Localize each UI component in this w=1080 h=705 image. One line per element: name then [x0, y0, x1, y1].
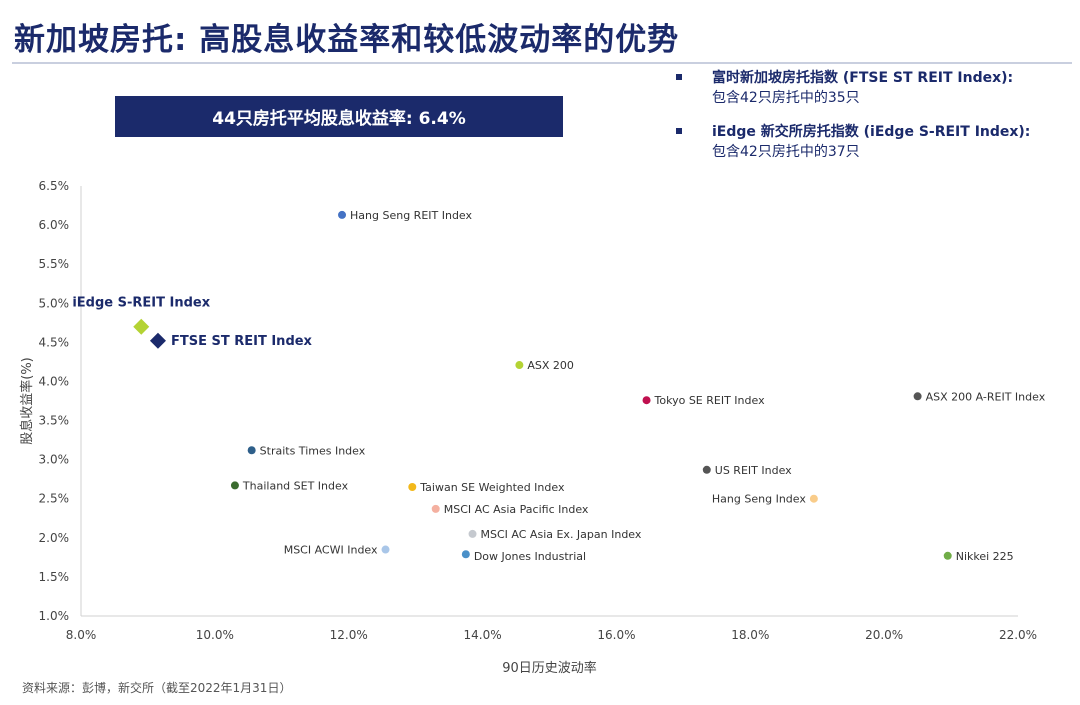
y-tick-label: 1.5%: [39, 570, 70, 584]
y-tick-label: 4.0%: [39, 374, 70, 388]
note-iedge: iEdge 新交所房托指数 (iEdge S-REIT Index): 包含42…: [676, 122, 1076, 162]
data-point: [247, 446, 256, 455]
y-tick-label: 2.5%: [39, 492, 70, 506]
x-tick-label: 12.0%: [330, 628, 368, 642]
x-tick-label: 8.0%: [66, 628, 97, 642]
note-ftse-title: 富时新加坡房托指数 (FTSE ST REIT Index):: [712, 70, 1014, 86]
x-tick-label: 10.0%: [196, 628, 234, 642]
data-point-label: ASX 200 A-REIT Index: [926, 390, 1046, 403]
note-ftse-detail: 包含42只房托中的35只: [712, 90, 860, 106]
y-axis-title: 股息收益率(%): [19, 357, 35, 445]
average-yield-banner: 44只房托平均股息收益率: 6.4%: [115, 96, 563, 137]
data-point-label: Dow Jones Industrial: [474, 550, 586, 563]
data-point: [461, 550, 470, 559]
data-point-label: Nikkei 225: [956, 550, 1014, 563]
bullet-square-icon: [676, 128, 682, 134]
y-tick-label: 2.0%: [39, 531, 70, 545]
y-tick-label: 4.5%: [39, 335, 70, 349]
y-tick-label: 3.0%: [39, 453, 70, 467]
data-point-label: Hang Seng Index: [712, 493, 806, 506]
y-tick-label: 1.0%: [39, 609, 70, 623]
y-tick-label: 3.5%: [39, 414, 70, 428]
data-point: [809, 494, 818, 503]
data-point-diamond: [133, 318, 150, 335]
data-point-label: FTSE ST REIT Index: [171, 334, 313, 349]
note-ftse: 富时新加坡房托指数 (FTSE ST REIT Index): 包含42只房托中…: [676, 68, 1076, 108]
bullet-square-icon: [676, 74, 682, 80]
x-tick-label: 14.0%: [464, 628, 502, 642]
data-point: [943, 551, 952, 560]
x-tick-label: 20.0%: [865, 628, 903, 642]
data-point: [408, 483, 417, 491]
data-point-label: MSCI AC Asia Ex. Japan Index: [481, 528, 642, 541]
data-point: [468, 529, 477, 538]
data-point-label: US REIT Index: [715, 464, 792, 477]
data-point: [431, 504, 440, 513]
data-point-label: Taiwan SE Weighted Index: [419, 481, 565, 494]
index-notes: 富时新加坡房托指数 (FTSE ST REIT Index): 包含42只房托中…: [676, 68, 1076, 176]
data-point-label: Tokyo SE REIT Index: [654, 394, 766, 407]
data-point: [230, 481, 239, 490]
source-note: 资料来源：彭博，新交所（截至2022年1月31日）: [22, 681, 292, 695]
y-tick-label: 5.0%: [39, 296, 70, 310]
data-point: [381, 545, 390, 554]
title-divider: [12, 62, 1072, 64]
x-axis-title: 90日历史波动率: [502, 660, 597, 676]
data-point: [642, 396, 651, 405]
data-point: [913, 392, 922, 401]
x-tick-label: 18.0%: [731, 628, 769, 642]
x-tick-label: 16.0%: [597, 628, 635, 642]
data-point: [338, 210, 347, 219]
note-iedge-title: iEdge 新交所房托指数 (iEdge S-REIT Index):: [712, 124, 1031, 140]
data-point: [515, 361, 524, 370]
y-tick-label: 6.5%: [39, 179, 70, 193]
data-point-label: MSCI ACWI Index: [284, 544, 378, 557]
y-tick-label: 5.5%: [39, 257, 70, 271]
data-point-label: Thailand SET Index: [242, 479, 349, 492]
page-title: 新加坡房托: 高股息收益率和较低波动率的优势: [14, 22, 680, 58]
data-point-label: Straits Times Index: [260, 444, 366, 457]
x-tick-label: 22.0%: [999, 628, 1037, 642]
note-iedge-detail: 包含42只房托中的37只: [712, 144, 860, 160]
data-point-diamond: [149, 332, 166, 349]
data-point-label: MSCI AC Asia Pacific Index: [444, 503, 589, 516]
data-point: [702, 465, 711, 474]
data-point-label: Hang Seng REIT Index: [350, 209, 472, 222]
y-tick-label: 6.0%: [39, 218, 70, 232]
data-point-label: iEdge S-REIT Index: [72, 296, 210, 311]
data-point-label: ASX 200: [527, 359, 574, 372]
